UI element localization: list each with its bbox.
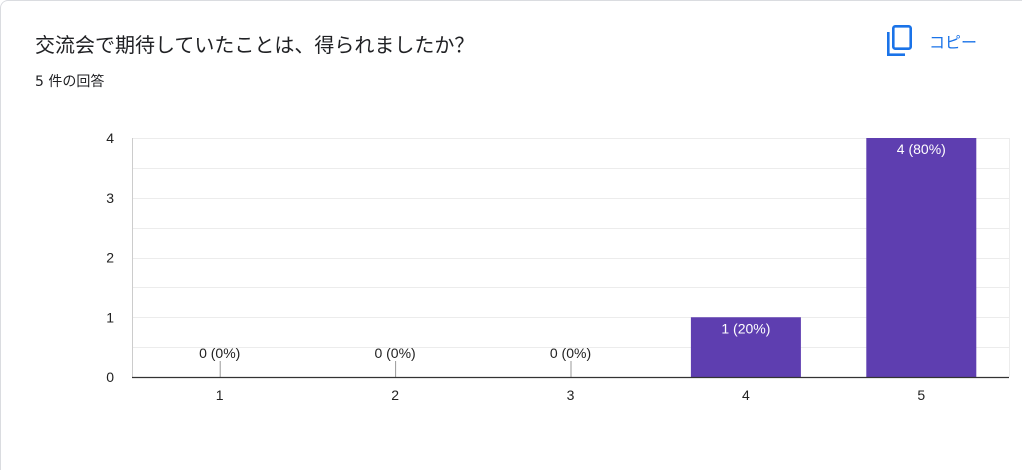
bar xyxy=(690,317,801,377)
y-tick-label: 2 xyxy=(106,250,114,266)
question-title: 交流会で期待していたことは、得られましたか？ xyxy=(35,33,475,57)
y-tick-label: 0 xyxy=(106,369,114,385)
copy-button[interactable]: コピー xyxy=(885,23,977,59)
y-tick-label: 3 xyxy=(106,190,114,206)
bar xyxy=(866,138,977,377)
data-label: 0 (0%) xyxy=(199,345,240,361)
data-label: 0 (0%) xyxy=(374,345,415,361)
copy-button-label: コピー xyxy=(929,33,978,52)
copy-icon xyxy=(885,25,913,57)
x-tick-label: 3 xyxy=(567,387,575,403)
x-tick-label: 2 xyxy=(391,387,399,403)
data-label: 0 (0%) xyxy=(550,345,591,361)
x-tick-label: 1 xyxy=(216,387,224,403)
y-tick-label: 1 xyxy=(106,309,114,325)
y-tick-label: 4 xyxy=(106,130,114,146)
data-label: 1 (20%) xyxy=(721,320,770,336)
response-count: 5 件の回答 xyxy=(35,74,105,90)
x-tick-label: 5 xyxy=(917,387,925,403)
data-label: 4 (80%) xyxy=(897,141,946,157)
x-tick-label: 4 xyxy=(742,387,750,403)
